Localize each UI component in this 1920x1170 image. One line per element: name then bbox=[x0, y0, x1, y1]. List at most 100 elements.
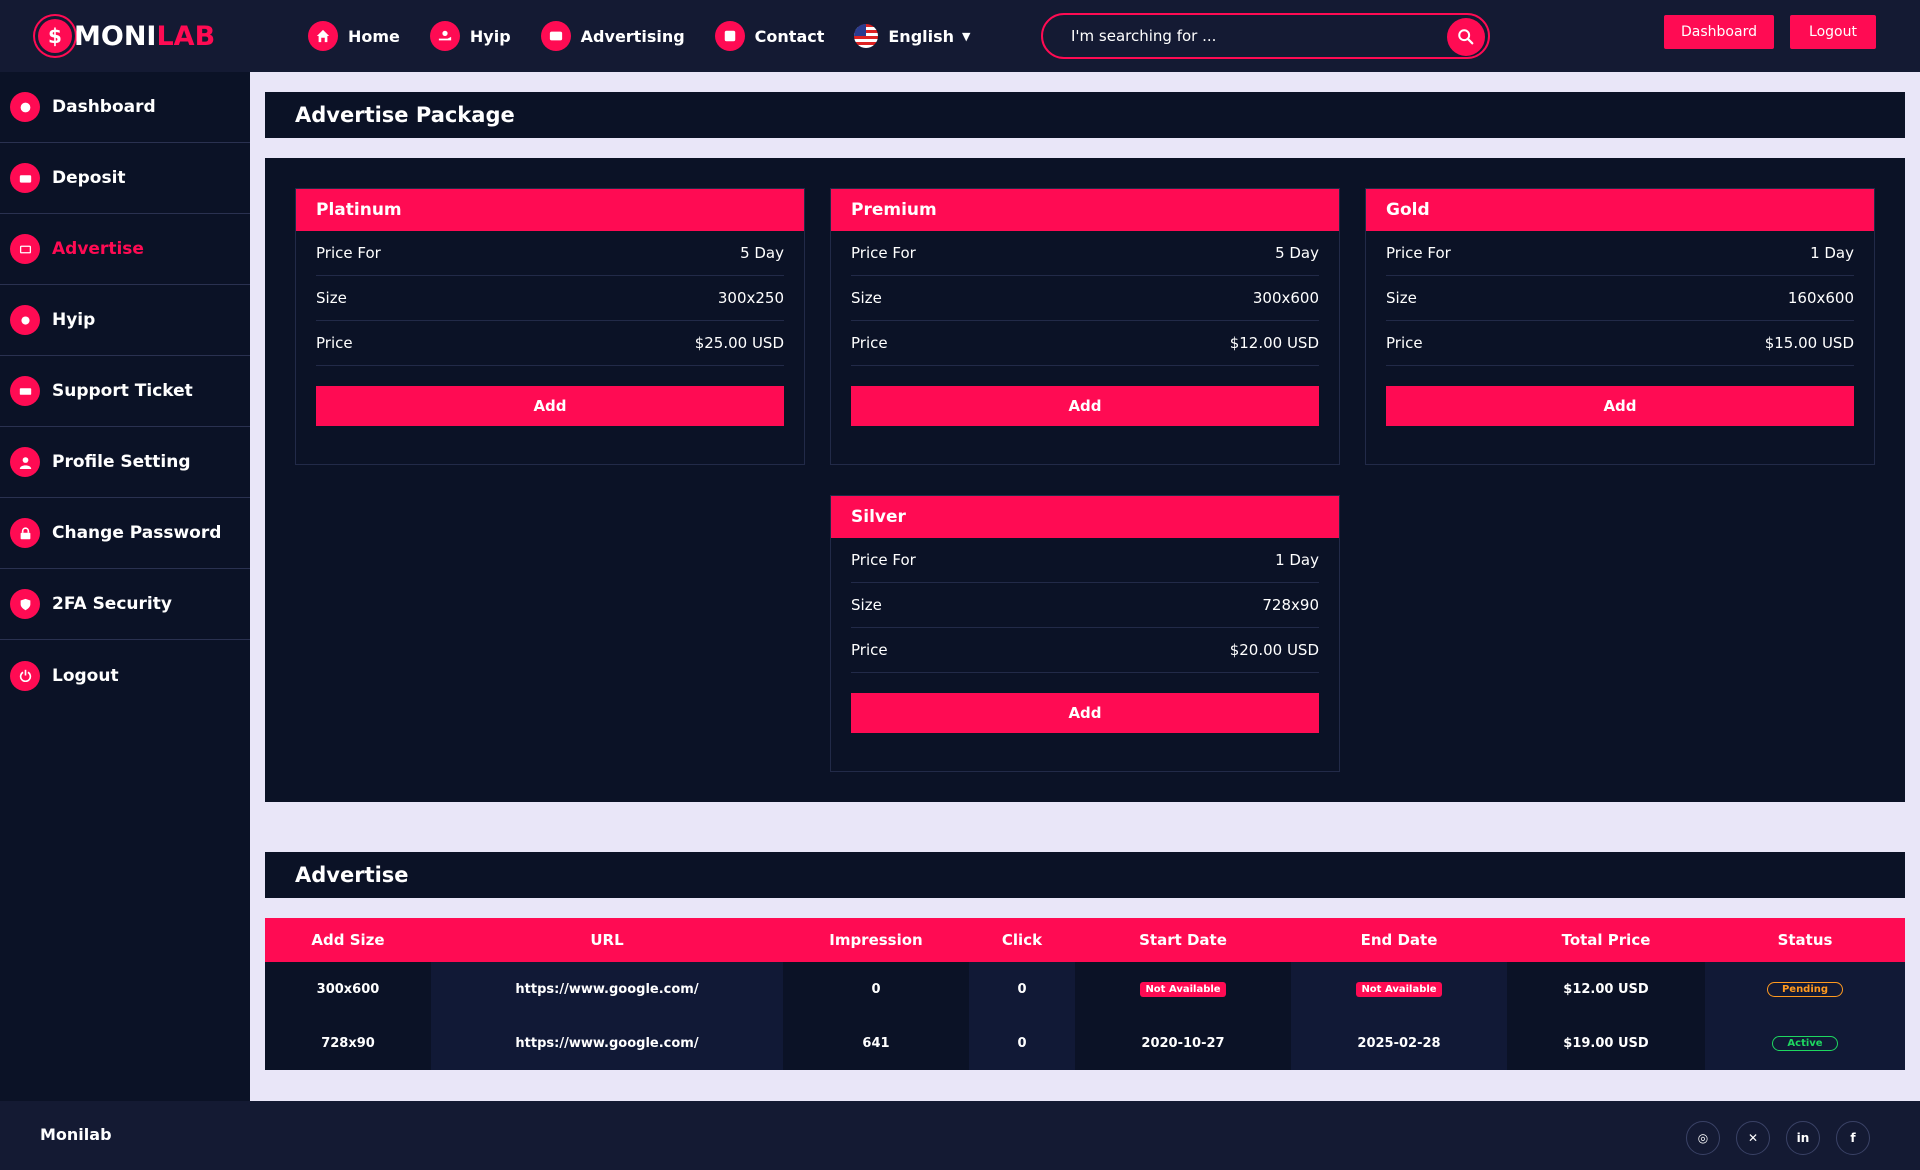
advertise-title: Advertise bbox=[265, 852, 1905, 898]
facebook-icon[interactable]: f bbox=[1836, 1121, 1870, 1155]
status-badge: Active bbox=[1772, 1036, 1838, 1051]
dashboard-button[interactable]: Dashboard bbox=[1664, 15, 1774, 49]
sidebar-item-profile-setting[interactable]: Profile Setting bbox=[0, 427, 250, 498]
search-button[interactable] bbox=[1447, 18, 1485, 56]
sidebar-item-logout[interactable]: Logout bbox=[0, 640, 250, 711]
footer: Monilab ◎ ✕ in f bbox=[0, 1101, 1920, 1170]
sidebar: Dashboard Deposit Advertise Hyip Support… bbox=[0, 72, 250, 1101]
row-value: 160x600 bbox=[1787, 289, 1854, 307]
add-package-button[interactable]: Add bbox=[851, 386, 1319, 426]
table-header-row: Add Size URL Impression Click Start Date… bbox=[265, 918, 1905, 962]
ticket-icon bbox=[10, 376, 40, 406]
nav-advertising[interactable]: Advertising bbox=[540, 21, 685, 51]
package-name: Platinum bbox=[296, 189, 804, 231]
row-value: $20.00 USD bbox=[1229, 641, 1319, 659]
row-value: 5 Day bbox=[1275, 244, 1319, 262]
package-card-gold: Gold Price For 1 Day Size 160x600 Price $15… bbox=[1365, 188, 1875, 465]
dollar-coin-icon: $ bbox=[38, 19, 72, 53]
site-logo[interactable]: $ MONI LAB bbox=[38, 18, 215, 54]
row-label: Size bbox=[851, 289, 882, 307]
nav-home[interactable]: Home bbox=[308, 21, 400, 51]
cell-url[interactable]: https://www.google.com/ bbox=[431, 962, 783, 1016]
shield-icon bbox=[10, 589, 40, 619]
nav-contact[interactable]: Contact bbox=[714, 21, 824, 51]
column-header: Status bbox=[1777, 931, 1833, 949]
nav-hyip[interactable]: Hyip bbox=[429, 21, 511, 51]
sidebar-item-support-ticket[interactable]: Support Ticket bbox=[0, 356, 250, 427]
wallet-icon bbox=[10, 163, 40, 193]
package-row-size: Size 160x600 bbox=[1386, 276, 1854, 321]
sidebar-item-label: Support Ticket bbox=[52, 381, 193, 401]
money-hand-icon bbox=[429, 21, 460, 51]
user-icon bbox=[10, 447, 40, 477]
language-selector[interactable]: English ▼ bbox=[854, 24, 971, 48]
column-header: Total Price bbox=[1561, 931, 1651, 949]
package-row-price: Price $15.00 USD bbox=[1386, 321, 1854, 366]
main-content: Advertise Package Platinum Price For 5 Da… bbox=[250, 72, 1920, 1101]
sidebar-item-hyip[interactable]: Hyip bbox=[0, 285, 250, 356]
table-row: 728x90 https://www.google.com/ 641 0 202… bbox=[265, 1016, 1905, 1070]
speedometer-icon bbox=[10, 92, 40, 122]
sidebar-item-label: 2FA Security bbox=[52, 594, 172, 614]
linkedin-icon[interactable]: in bbox=[1786, 1121, 1820, 1155]
row-value: 5 Day bbox=[740, 244, 784, 262]
row-label: Price bbox=[1386, 334, 1423, 352]
package-row-price-for: Price For 1 Day bbox=[1386, 231, 1854, 276]
add-package-button[interactable]: Add bbox=[1386, 386, 1854, 426]
package-card-premium: Premium Price For 5 Day Size 300x600 Price… bbox=[830, 188, 1340, 465]
package-name: Gold bbox=[1366, 189, 1874, 231]
row-value: 1 Day bbox=[1275, 551, 1319, 569]
cell-total-price: $19.00 USD bbox=[1507, 1016, 1705, 1070]
search-input[interactable] bbox=[1071, 27, 1431, 45]
cell-end-date: Not Available bbox=[1291, 962, 1507, 1016]
package-row-size: Size 300x250 bbox=[316, 276, 784, 321]
cell-click: 0 bbox=[969, 962, 1075, 1016]
cell-url[interactable]: https://www.google.com/ bbox=[431, 1016, 783, 1070]
chevron-down-icon: ▼ bbox=[962, 29, 971, 43]
package-name: Premium bbox=[831, 189, 1339, 231]
nav-hyip-label: Hyip bbox=[469, 26, 511, 46]
x-icon[interactable]: ✕ bbox=[1736, 1121, 1770, 1155]
sidebar-item-deposit[interactable]: Deposit bbox=[0, 143, 250, 214]
sidebar-item-label: Hyip bbox=[52, 310, 96, 330]
sidebar-item-dashboard[interactable]: Dashboard bbox=[0, 72, 250, 143]
sidebar-item-label: Deposit bbox=[52, 168, 126, 188]
sidebar-item-change-password[interactable]: Change Password bbox=[0, 498, 250, 569]
footer-brand: Monilab bbox=[40, 1125, 112, 1144]
row-label: Price bbox=[851, 641, 888, 659]
ad-icon bbox=[10, 234, 40, 264]
sidebar-item-2fa-security[interactable]: 2FA Security bbox=[0, 569, 250, 640]
row-label: Size bbox=[851, 596, 882, 614]
column-header: Click bbox=[1001, 931, 1043, 949]
row-label: Price For bbox=[851, 551, 916, 569]
ad-icon bbox=[540, 21, 571, 51]
cell-start-date: Not Available bbox=[1075, 962, 1291, 1016]
lock-icon bbox=[10, 518, 40, 548]
column-header: URL bbox=[590, 931, 624, 949]
sidebar-item-advertise[interactable]: Advertise bbox=[0, 214, 250, 285]
advertise-package-title: Advertise Package bbox=[265, 92, 1905, 138]
nav-advertising-label: Advertising bbox=[580, 26, 685, 46]
cell-status: Active bbox=[1705, 1016, 1905, 1070]
package-panel: Platinum Price For 5 Day Size 300x250 Pric… bbox=[265, 158, 1905, 802]
home-icon bbox=[308, 21, 338, 51]
row-value: 728x90 bbox=[1262, 596, 1319, 614]
us-flag-icon bbox=[854, 24, 879, 48]
cell-status: Pending bbox=[1705, 962, 1905, 1016]
add-package-button[interactable]: Add bbox=[851, 693, 1319, 733]
hyip-icon bbox=[10, 305, 40, 335]
search-bar bbox=[1041, 13, 1490, 59]
logout-button[interactable]: Logout bbox=[1790, 15, 1876, 49]
sidebar-item-label: Dashboard bbox=[52, 97, 156, 117]
column-header: Add Size bbox=[311, 931, 385, 949]
package-row-price: Price $12.00 USD bbox=[851, 321, 1319, 366]
row-label: Price For bbox=[316, 244, 381, 262]
cell-impression: 641 bbox=[783, 1016, 969, 1070]
add-package-button[interactable]: Add bbox=[316, 386, 784, 426]
cell-start-date: 2020-10-27 bbox=[1075, 1016, 1291, 1070]
instagram-icon[interactable]: ◎ bbox=[1686, 1121, 1720, 1155]
sidebar-item-label: Profile Setting bbox=[52, 452, 191, 472]
row-value: 1 Day bbox=[1810, 244, 1854, 262]
top-navbar: $ MONI LAB Home Hyip Advertising Contac bbox=[0, 0, 1920, 72]
row-value: 300x600 bbox=[1252, 289, 1319, 307]
